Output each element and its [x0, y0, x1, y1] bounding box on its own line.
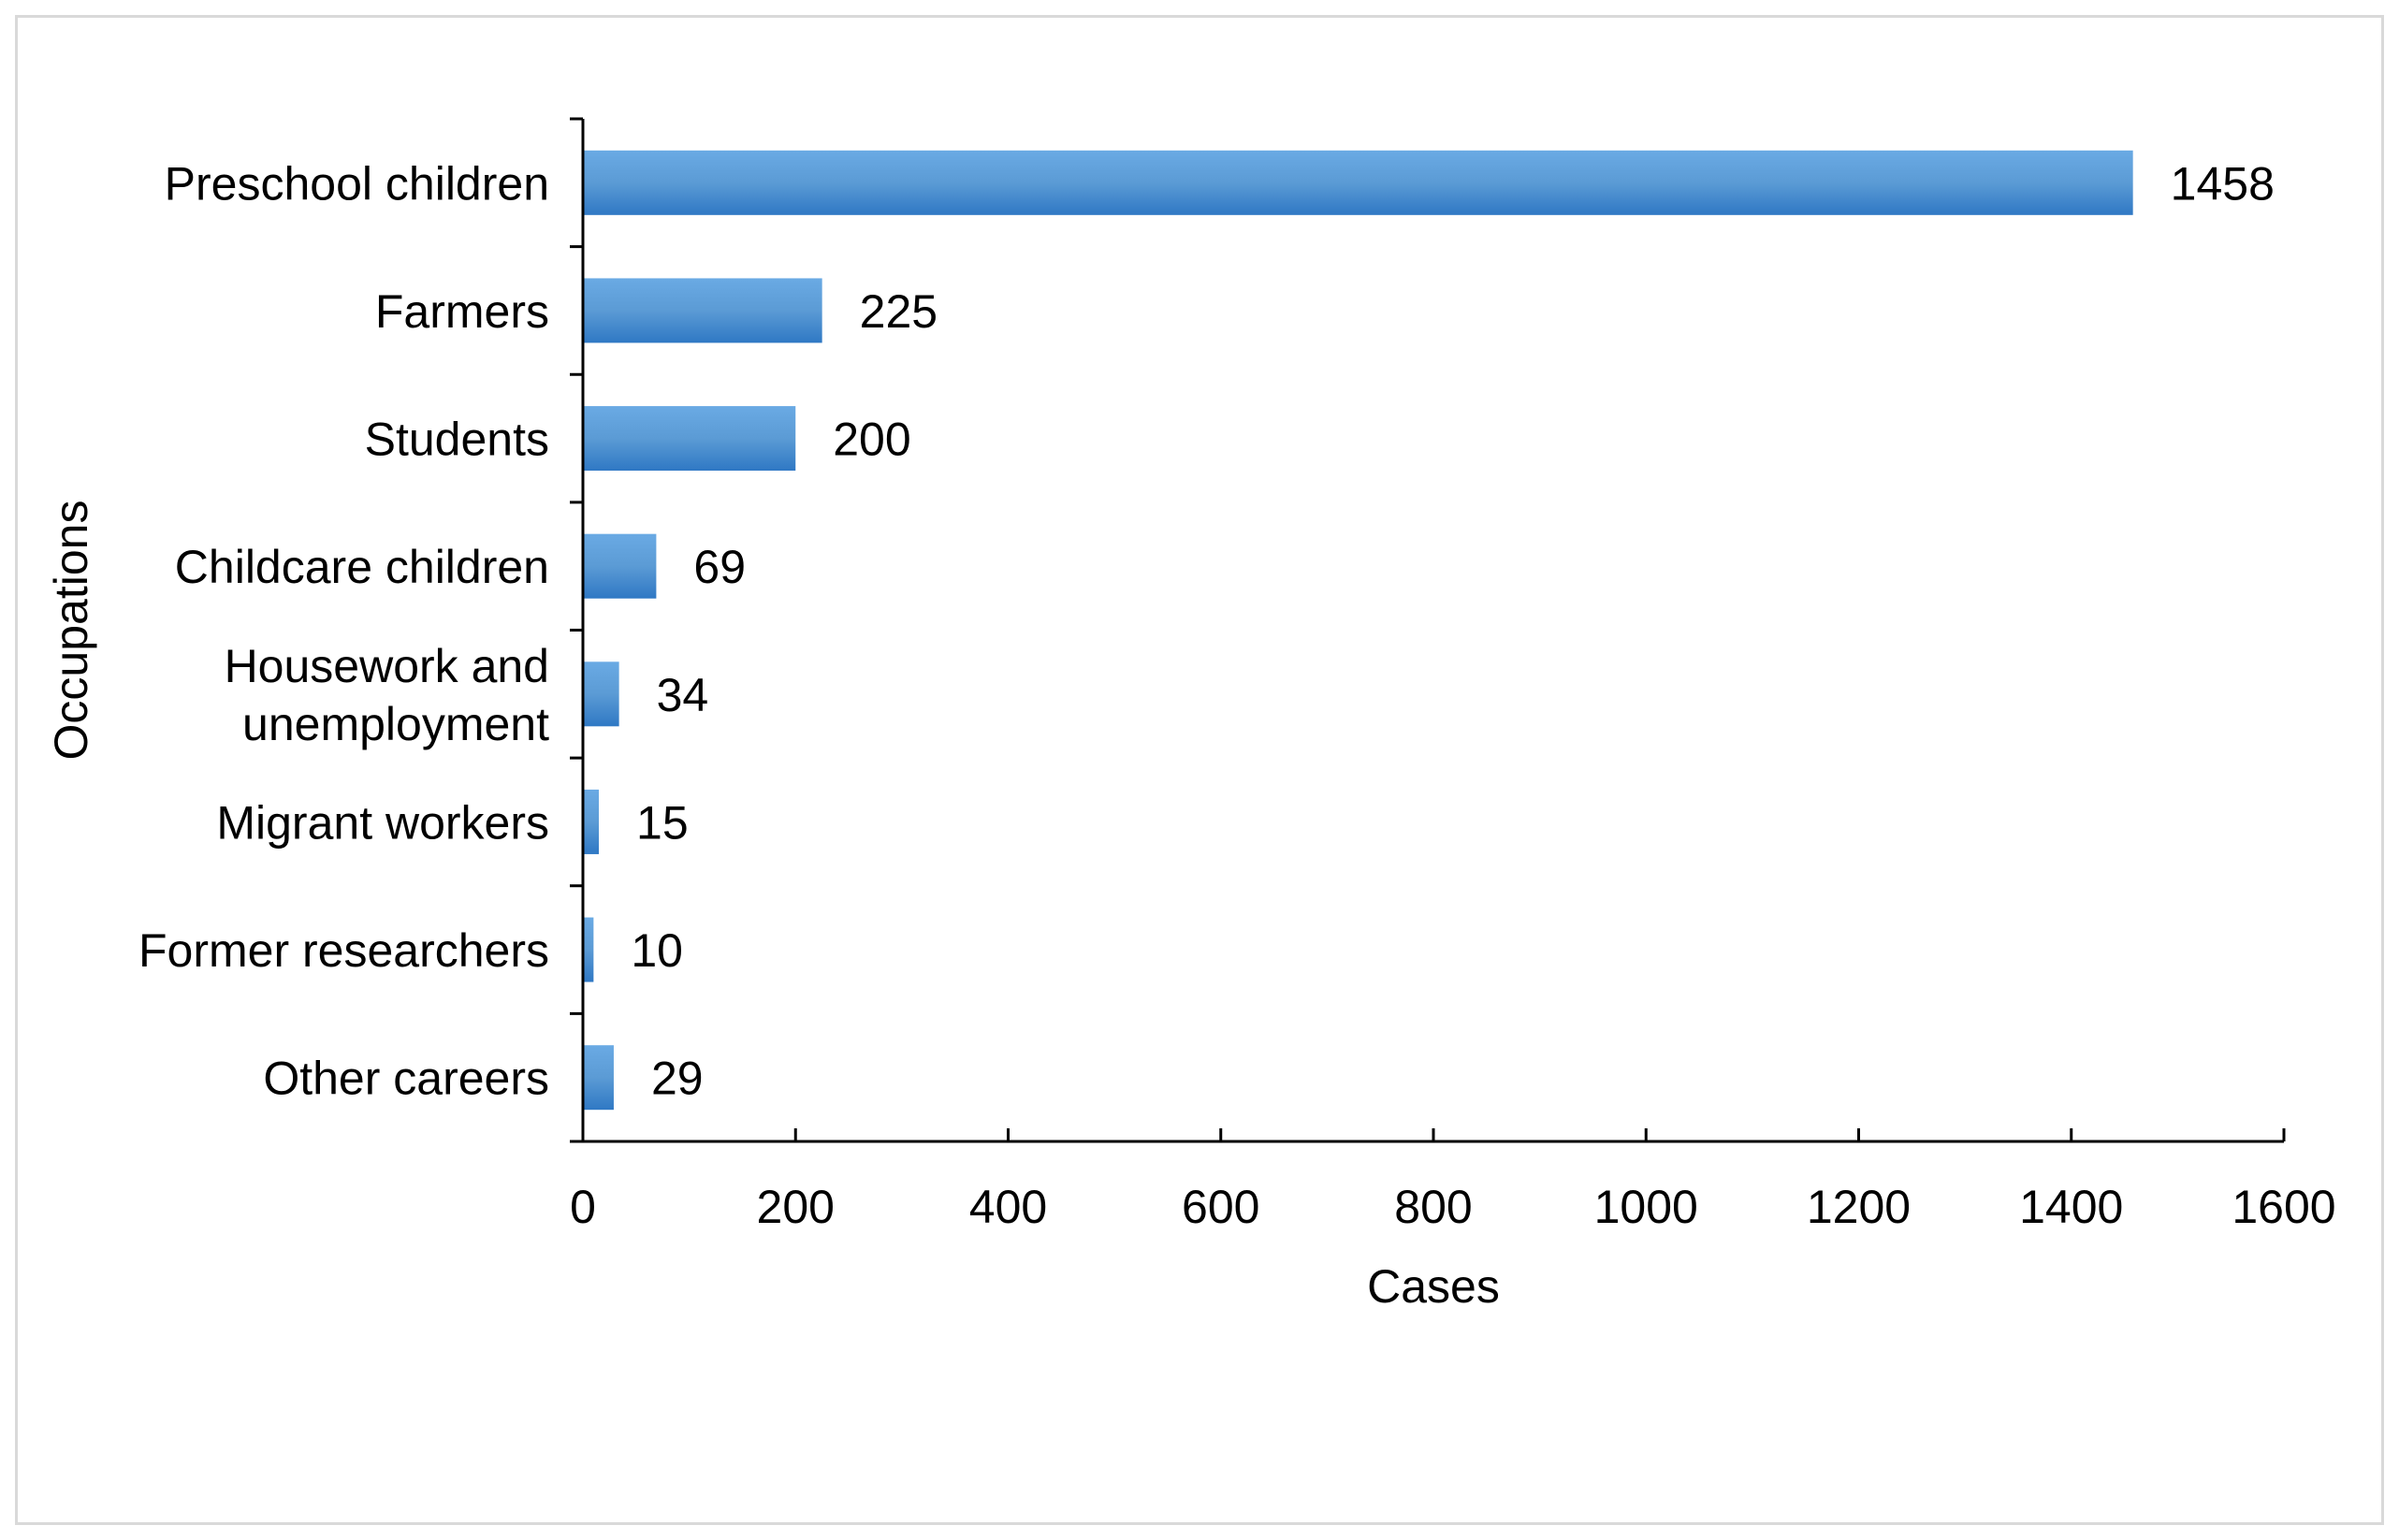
x-tick-label: 1000 [1594, 1181, 1698, 1233]
y-axis-title: Occupations [45, 501, 97, 761]
x-tick-label: 1600 [2232, 1181, 2335, 1233]
data-label: 34 [657, 669, 709, 721]
bar [583, 533, 657, 599]
category-label: Preschool children [165, 157, 549, 210]
x-axis-title: Cases [1367, 1260, 1500, 1313]
category-label: Former researchers [138, 924, 549, 977]
x-tick-label: 1400 [2019, 1181, 2123, 1233]
bar [583, 789, 600, 854]
axes-group: Preschool children Farmers Students Childca… [138, 117, 2336, 1233]
category-label: Farmers [375, 285, 549, 338]
x-tick-label: 400 [969, 1181, 1047, 1233]
data-label: 200 [833, 414, 910, 466]
category-label: unemployment [242, 698, 549, 750]
category-label: Childcare children [175, 541, 549, 593]
x-tick-label: 600 [1182, 1181, 1259, 1233]
bar [583, 278, 822, 343]
data-label: 1458 [2171, 157, 2275, 210]
bar [583, 661, 619, 727]
chart-frame [15, 15, 2384, 1525]
bar [583, 1045, 614, 1111]
category-label: Students [365, 414, 549, 466]
category-label: Migrant workers [216, 796, 549, 849]
data-label: 29 [651, 1053, 704, 1105]
data-label: 10 [631, 924, 683, 977]
data-label: 15 [636, 796, 689, 849]
bars-group: 1458 225 200 69 34 15 10 29 [583, 150, 2275, 1111]
data-label: 225 [860, 285, 938, 338]
x-tick-label: 0 [570, 1181, 596, 1233]
category-label: Other careers [263, 1053, 549, 1105]
x-tick-label: 800 [1394, 1181, 1472, 1233]
bar [583, 150, 2133, 215]
category-label: Housework and [225, 640, 549, 692]
data-label: 69 [693, 541, 746, 593]
bar [583, 406, 796, 472]
x-tick-label: 1200 [1807, 1181, 1911, 1233]
bar [583, 917, 594, 982]
x-tick-label: 200 [757, 1181, 835, 1233]
